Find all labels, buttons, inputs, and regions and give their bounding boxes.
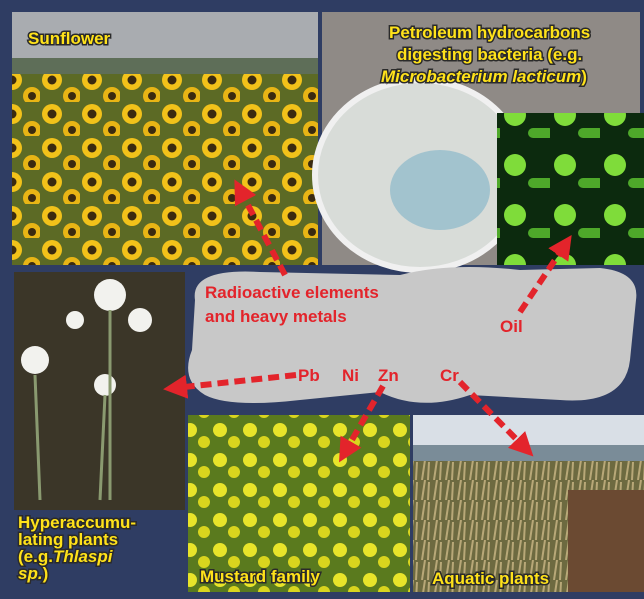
mustard-photo <box>188 415 410 592</box>
metal: Ni <box>342 366 359 385</box>
metal: Cr <box>440 366 459 385</box>
label: Sunflower <box>28 29 111 48</box>
label: Mustard family <box>200 567 321 586</box>
label: Petroleum hydrocarbons digesting bacteri… <box>381 23 595 86</box>
label: Aquatic plants <box>432 569 549 588</box>
metal: Pb <box>298 366 320 385</box>
thlaspi-photo <box>14 272 185 510</box>
metal: Zn <box>378 366 399 385</box>
label: Hyperaccumu- lating plants (e.g.Thlaspi … <box>18 513 141 583</box>
aquatic-photo <box>413 415 644 592</box>
oil-label: Oil <box>500 317 523 336</box>
sunflower-photo <box>12 12 318 265</box>
diagram: Sunflower Petroleum hydrocarbons digesti… <box>0 0 644 599</box>
